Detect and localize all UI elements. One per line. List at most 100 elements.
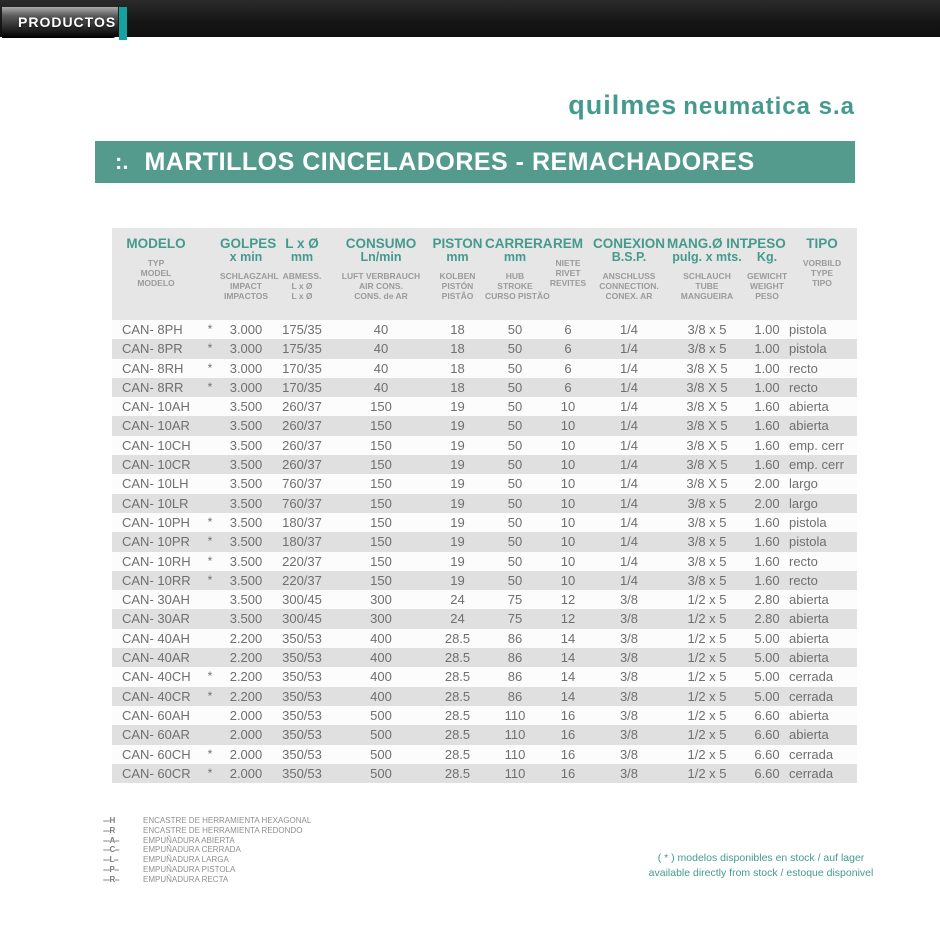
- cell-conexion: 1/4: [619, 572, 639, 588]
- table-row: CAN- 40CR * 2.200 350/53 400 28.5 86 14 3/8 1/2 x…: [112, 686, 857, 706]
- cell-piston: 19: [450, 495, 465, 511]
- column-header-peso: PESO Kg. GEWICHT WEIGHT PESO: [747, 236, 788, 302]
- legend-item: ---R ENCASTRE DE HERRAMIENTA REDONDO: [103, 826, 311, 836]
- cell-conexion: 3/8: [619, 592, 639, 608]
- table-header: MODELO TYP MODEL MODELO GOLPES x min SCHLAGZAH…: [112, 228, 857, 320]
- cell-peso: 1.00: [754, 379, 780, 395]
- cell-mang: 1/2 x 5: [687, 611, 727, 627]
- cell-carrera: 50: [507, 534, 523, 550]
- table-row: CAN- 10CH 3.500 260/37 150 19 50 10 1/4 3/8 X 5 1…: [112, 435, 857, 456]
- stock-footnote: ( * ) modelos disponibles en stock / auf…: [630, 851, 892, 881]
- cell-piston: 18: [450, 379, 465, 395]
- cell-golpes: 2.000: [229, 727, 263, 743]
- cell-stock: [200, 397, 220, 416]
- cell-carrera: 50: [507, 399, 523, 415]
- cell-modelo: CAN- 60CR: [122, 765, 191, 781]
- column-header-mang: MANG.Ø INT. pulg. x mts. SCHLAUCH TUBE MANGU…: [667, 236, 751, 302]
- cell-rem: 16: [560, 765, 576, 781]
- cell-lxd: 350/53: [282, 688, 322, 704]
- cell-consumo: 150: [370, 572, 392, 588]
- cell-conexion: 3/8: [619, 630, 639, 646]
- cell-rem: 14: [560, 630, 576, 646]
- cell-stock: *: [207, 379, 213, 394]
- cell-modelo: CAN- 8PR: [122, 341, 183, 357]
- cell-lxd: 180/37: [282, 534, 322, 550]
- cell-modelo: CAN- 10RR: [122, 572, 191, 588]
- cell-peso: 1.60: [754, 534, 780, 550]
- tab-accent-stripe: [119, 7, 127, 40]
- cell-mang: 1/2 x 5: [687, 765, 727, 781]
- cell-rem: 10: [560, 437, 576, 453]
- cell-modelo: CAN- 10CR: [122, 457, 191, 473]
- cell-stock: [200, 629, 220, 648]
- legend-text: ENCASTRE DE HERRAMIENTA HEXAGONAL: [143, 816, 312, 825]
- cell-mang: 3/8 x 5: [687, 534, 727, 550]
- cell-conexion: 3/8: [619, 611, 639, 627]
- cell-tipo: abierta: [789, 592, 829, 608]
- cell-rem: 10: [560, 534, 576, 550]
- cell-modelo: CAN- 10AH: [122, 399, 190, 415]
- table-row: CAN- 40AH 2.200 350/53 400 28.5 86 14 3/8 1/2 x …: [112, 628, 857, 649]
- table-row: CAN- 30AR 3.500 300/45 300 24 75 12 3/8 1/2 x 5 2…: [112, 609, 857, 629]
- cell-tipo: cerrada: [789, 765, 834, 781]
- cell-consumo: 150: [370, 534, 392, 550]
- cell-stock: *: [207, 669, 213, 684]
- cell-rem: 10: [560, 399, 576, 415]
- table-row: CAN- 60CR * 2.000 350/53 500 28.5 110 16 3/8 1/2 …: [112, 763, 857, 784]
- cell-tipo: abierta: [789, 630, 829, 646]
- cell-conexion: 3/8: [619, 688, 639, 704]
- cell-modelo: CAN- 10AR: [122, 418, 190, 434]
- table-row: CAN- 10CR 3.500 260/37 150 19 50 10 1/4 3/8 X 5 1…: [112, 455, 857, 475]
- cell-conexion: 1/4: [619, 322, 639, 337]
- cell-piston: 19: [450, 476, 465, 492]
- cell-carrera: 86: [507, 688, 523, 704]
- cell-stock: [200, 494, 220, 513]
- cell-mang: 3/8 x 5: [687, 514, 727, 530]
- cell-consumo: 500: [370, 746, 392, 762]
- cell-stock: *: [207, 514, 213, 529]
- cell-stock: *: [207, 572, 213, 587]
- legend-code: ---P--: [103, 864, 119, 874]
- table-row: CAN- 10PR * 3.500 180/37 150 19 50 10 1/4 3/8 x 5…: [112, 532, 857, 552]
- cell-conexion: 1/4: [619, 553, 639, 569]
- cell-mang: 3/8 x 5: [687, 553, 727, 569]
- cell-mang: 3/8 x 5: [687, 341, 727, 357]
- legend-text: EMPUÑADURA LARGA: [143, 855, 229, 865]
- cell-golpes: 3.000: [229, 360, 263, 376]
- cell-piston: 19: [450, 399, 465, 415]
- cell-golpes: 3.500: [229, 399, 263, 415]
- cell-stock: *: [207, 322, 213, 336]
- table-row: CAN- 40CH * 2.200 350/53 400 28.5 86 14 3/8 1/2 x…: [112, 667, 857, 687]
- cell-rem: 10: [560, 418, 576, 434]
- cell-tipo: pistola: [789, 514, 827, 530]
- legend-item: ---P-- EMPUÑADURA PISTOLA: [103, 865, 311, 875]
- cell-lxd: 350/53: [282, 765, 322, 781]
- cell-carrera: 50: [507, 457, 523, 473]
- cell-modelo: CAN- 40AH: [122, 630, 190, 646]
- cell-lxd: 170/35: [282, 379, 322, 395]
- cell-tipo: cerrada: [789, 746, 834, 762]
- cell-golpes: 3.500: [229, 572, 263, 588]
- cell-conexion: 1/4: [619, 341, 639, 357]
- cell-mang: 3/8 x 5: [687, 495, 727, 511]
- cell-consumo: 300: [370, 592, 392, 608]
- cell-lxd: 350/53: [282, 650, 322, 666]
- cell-piston: 19: [450, 572, 465, 588]
- page-title: MARTILLOS CINCELADORES - REMACHADORES: [144, 147, 755, 176]
- cell-tipo: emp. cerr: [789, 437, 844, 453]
- cell-lxd: 260/37: [282, 457, 322, 473]
- cell-lxd: 260/37: [282, 437, 322, 453]
- cell-carrera: 50: [507, 437, 523, 453]
- cell-rem: 6: [564, 322, 572, 337]
- products-tab[interactable]: PRODUCTOS: [2, 7, 118, 38]
- cell-mang: 1/2 x 5: [687, 650, 727, 666]
- cell-mang: 1/2 x 5: [687, 688, 727, 704]
- cell-carrera: 75: [507, 592, 523, 608]
- cell-piston: 28.5: [444, 746, 471, 762]
- table-body: CAN- 8PH * 3.000 175/35 40 18 50 6 1/4 3/8 x 5 1.0…: [112, 320, 857, 784]
- cell-piston: 19: [450, 437, 465, 453]
- cell-consumo: 500: [370, 707, 392, 723]
- cell-rem: 10: [560, 572, 576, 588]
- cell-conexion: 3/8: [619, 650, 639, 666]
- cell-conexion: 1/4: [619, 534, 639, 550]
